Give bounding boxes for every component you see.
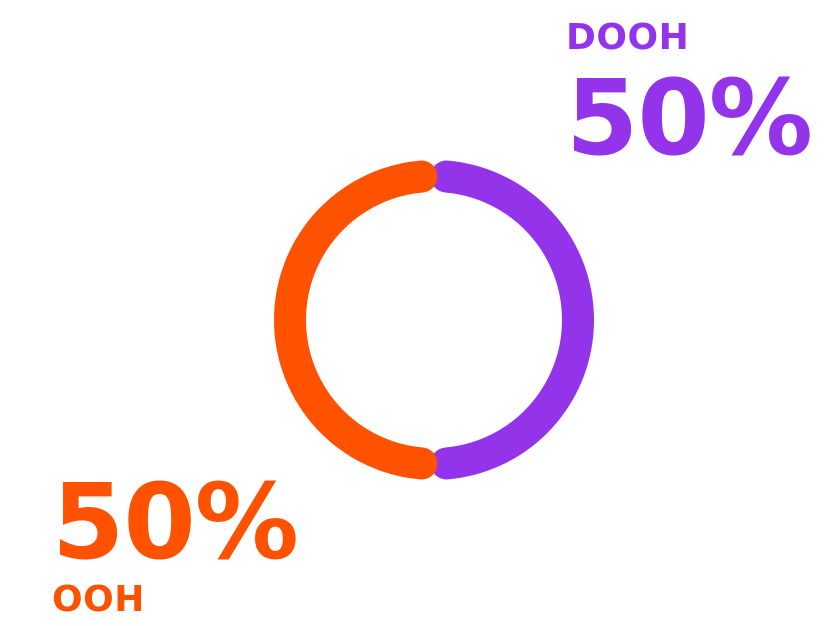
donut-slice-ooh (274, 160, 438, 480)
ooh-series-name: OOH (52, 579, 145, 620)
dooh-label-block: DOOH 50% (566, 16, 813, 179)
ooh-label-block: 50% OOH (52, 461, 299, 622)
dooh-percentage: 50% (566, 57, 813, 179)
donut-slice-dooh (430, 160, 594, 480)
dooh-series-name: DOOH (566, 17, 690, 58)
ooh-percentage: 50% (52, 461, 299, 583)
